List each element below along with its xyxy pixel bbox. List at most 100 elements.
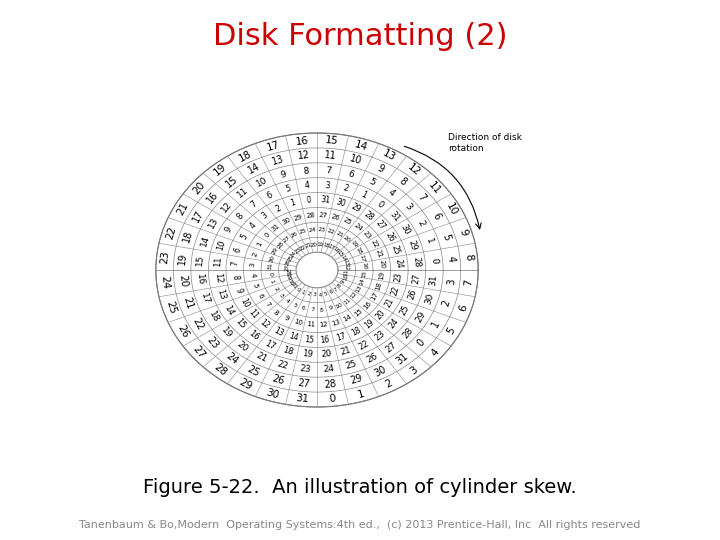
Text: 14: 14 [342,314,353,323]
Text: 2: 2 [306,291,311,297]
Text: 19: 19 [363,318,376,330]
Text: 17: 17 [263,339,276,352]
Text: 27: 27 [297,379,310,390]
Text: 24: 24 [223,351,240,367]
Text: 20: 20 [378,260,385,269]
Text: 3: 3 [446,278,456,285]
Text: 16: 16 [362,300,372,310]
Text: 22: 22 [357,339,371,352]
Text: 31: 31 [267,262,273,270]
Text: 19: 19 [316,242,324,248]
Text: 15: 15 [353,307,364,318]
Text: 28: 28 [411,256,421,267]
Text: 0: 0 [429,257,438,264]
Text: 14: 14 [222,303,235,317]
Text: 5: 5 [251,283,258,289]
Text: 10: 10 [444,201,459,217]
Text: 5: 5 [284,184,292,194]
Text: 6: 6 [347,170,355,180]
Text: 14: 14 [287,331,299,343]
Text: 15: 15 [361,270,367,278]
Text: 7: 7 [325,166,332,176]
Text: 10: 10 [335,301,344,309]
Text: 7: 7 [415,192,427,203]
Text: 28: 28 [306,212,315,219]
Text: 18: 18 [322,242,330,249]
Text: 18: 18 [207,310,220,324]
Text: 25: 25 [390,244,402,255]
Text: 21: 21 [181,296,194,310]
Text: 1: 1 [360,190,369,200]
Text: 24: 24 [387,317,401,330]
Text: 18: 18 [282,346,294,357]
Text: 1: 1 [430,319,442,329]
Text: 21: 21 [375,249,383,259]
Text: 29: 29 [293,213,303,221]
Text: 9: 9 [340,279,346,285]
Text: 24: 24 [160,275,171,290]
Text: 12: 12 [405,162,422,178]
Text: 27: 27 [191,344,207,361]
Text: 1: 1 [256,241,264,247]
Text: 28: 28 [400,326,415,341]
Text: 9: 9 [328,306,333,312]
Text: 11: 11 [247,308,260,321]
Text: 20: 20 [321,349,333,360]
Text: 27: 27 [319,212,328,219]
Text: 24: 24 [290,249,298,258]
Text: 4: 4 [284,298,290,304]
Text: 3: 3 [408,364,420,376]
Text: 15: 15 [325,136,339,147]
Text: 25: 25 [342,217,353,226]
Text: 2: 2 [251,251,258,257]
Text: 27: 27 [384,340,399,354]
Text: 29: 29 [349,202,362,214]
Text: 15: 15 [195,254,205,266]
Text: 26: 26 [285,259,292,267]
Text: 4: 4 [304,181,310,190]
Text: 26: 26 [330,213,341,221]
Text: 30: 30 [269,254,275,263]
Text: 0: 0 [295,287,301,293]
Text: 13: 13 [355,284,363,294]
Text: 7: 7 [464,279,474,287]
Text: 31: 31 [395,351,410,366]
Text: 4: 4 [318,293,322,298]
Text: 0: 0 [415,337,427,348]
Text: 21: 21 [175,201,190,217]
Text: 4: 4 [446,255,456,262]
Text: 26: 26 [271,373,285,386]
Text: 10: 10 [216,239,228,252]
Text: 16: 16 [195,274,205,286]
Text: 20: 20 [343,234,351,244]
Text: 9: 9 [233,287,243,294]
Text: 19: 19 [302,349,313,360]
Text: 17: 17 [359,254,366,263]
Text: 9: 9 [376,163,386,175]
Text: 8: 8 [337,283,343,289]
Text: 7: 7 [230,260,240,266]
Text: 25: 25 [246,364,261,379]
Text: 8: 8 [302,166,309,176]
Text: 11: 11 [324,150,337,161]
Text: 12: 12 [219,199,233,214]
Text: 3: 3 [312,293,316,298]
Text: 19: 19 [378,271,385,280]
Text: 3: 3 [277,292,284,299]
Text: 27: 27 [282,234,292,244]
Text: 16: 16 [320,335,330,345]
Text: 24: 24 [394,258,404,268]
Text: 26: 26 [175,323,190,339]
Text: 5: 5 [239,233,250,241]
Text: 5: 5 [446,326,457,336]
Text: 6: 6 [233,246,243,253]
Text: 12: 12 [349,291,358,300]
Text: 15: 15 [304,335,314,345]
Polygon shape [156,133,478,407]
Text: 12: 12 [343,264,349,271]
Text: 17: 17 [335,331,347,343]
Text: 25: 25 [299,228,308,235]
Text: 21: 21 [383,296,396,309]
Text: 11: 11 [343,269,349,276]
Text: 11: 11 [235,186,250,200]
